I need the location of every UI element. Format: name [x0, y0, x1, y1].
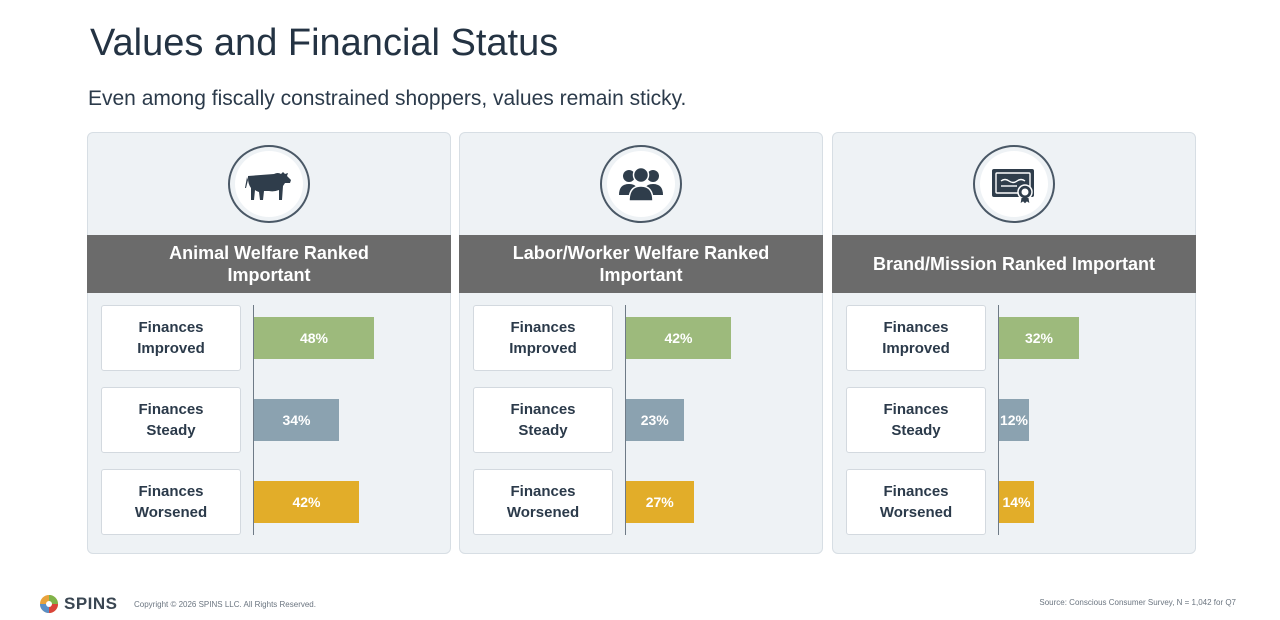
category-label-worsened: Finances Worsened: [101, 469, 241, 535]
certificate-icon: [992, 169, 1034, 204]
spins-logo: SPINS: [38, 594, 118, 614]
bar-worsened: 27%: [626, 481, 694, 523]
logo-wordmark: SPINS: [64, 594, 118, 613]
category-label-text: Finances Worsened: [506, 483, 580, 521]
chart-title: Brand/Mission Ranked Important: [832, 235, 1196, 293]
cow-icon: [245, 172, 291, 200]
copyright-text: Copyright © 2026 SPINS LLC. All Rights R…: [134, 600, 316, 609]
bar-worsened: 42%: [254, 481, 359, 523]
category-label-text: Finances Worsened: [879, 483, 953, 521]
spins-logo-icon: [40, 595, 58, 613]
category-label-text: Finances Improved: [882, 319, 950, 357]
chart-axis: [253, 305, 254, 535]
bar-value-label: 34%: [282, 412, 311, 428]
bar-chart: Finances Improved 32% Finances Steady 12% Fi…: [846, 305, 1184, 535]
bar-chart: Finances Improved 48% Finances Steady 34% Fi…: [101, 305, 439, 535]
chart-title: Labor/Worker Welfare Ranked Important: [459, 235, 823, 293]
chart-axis: [998, 305, 999, 535]
bar-value-label: 48%: [299, 330, 329, 346]
bar-steady: 12%: [999, 399, 1029, 441]
bar-improved: 48%: [254, 317, 374, 359]
bar-value-label: 42%: [664, 330, 693, 346]
category-label-improved: Finances Improved: [101, 305, 241, 371]
category-label-worsened: Finances Worsened: [473, 469, 613, 535]
bar-value-label: 27%: [645, 494, 674, 510]
icon-circle: [600, 145, 682, 223]
people-group-icon: [619, 166, 663, 202]
icon-circle: [973, 145, 1055, 223]
category-label-text: Finances Improved: [137, 319, 205, 357]
bar-value-label: 12%: [999, 412, 1029, 428]
category-label-improved: Finances Improved: [473, 305, 613, 371]
bar-steady: 34%: [254, 399, 339, 441]
bar-value-label: 14%: [1002, 494, 1031, 510]
page-subtitle: Even among fiscally constrained shoppers…: [88, 87, 687, 110]
chart-axis: [625, 305, 626, 535]
category-label-steady: Finances Steady: [101, 387, 241, 453]
category-label-text: Finances Improved: [509, 319, 577, 357]
bar-value-label: 23%: [640, 412, 669, 428]
category-label-improved: Finances Improved: [846, 305, 986, 371]
category-label-text: Finances Steady: [138, 401, 204, 439]
icon-circle: [228, 145, 310, 223]
chart-title: Animal Welfare Ranked Important: [87, 235, 451, 293]
bar-improved: 32%: [999, 317, 1079, 359]
category-label-steady: Finances Steady: [846, 387, 986, 453]
bar-improved: 42%: [626, 317, 731, 359]
category-label-steady: Finances Steady: [473, 387, 613, 453]
category-label-text: Finances Steady: [510, 401, 576, 439]
bar-steady: 23%: [626, 399, 684, 441]
bar-value-label: 32%: [1024, 330, 1054, 346]
category-label-worsened: Finances Worsened: [846, 469, 986, 535]
bar-worsened: 14%: [999, 481, 1034, 523]
source-note: Source: Conscious Consumer Survey, N = 1…: [1039, 598, 1236, 607]
category-label-text: Finances Steady: [883, 401, 949, 439]
bar-value-label: 42%: [292, 494, 321, 510]
chart-panel-labor-welfare: Labor/Worker Welfare Ranked Important Fi…: [459, 132, 823, 554]
chart-panel-animal-welfare: Animal Welfare Ranked Important Finances…: [87, 132, 451, 554]
bar-chart: Finances Improved 42% Finances Steady 23% Fi…: [473, 305, 811, 535]
page-title: Values and Financial Status: [90, 22, 559, 64]
category-label-text: Finances Worsened: [134, 483, 208, 521]
chart-panel-brand-mission: Brand/Mission Ranked Important Finances …: [832, 132, 1196, 554]
